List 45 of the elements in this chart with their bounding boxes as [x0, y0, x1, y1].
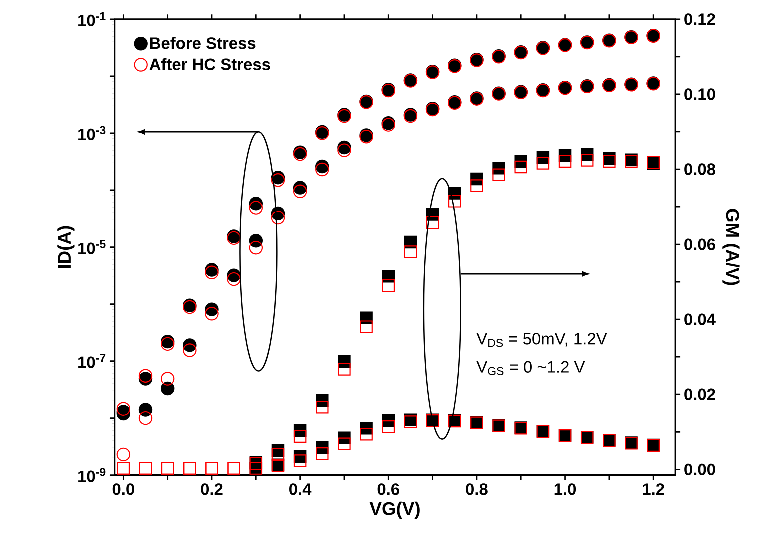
x-tick-label: 0.0: [112, 484, 134, 496]
point: [160, 382, 175, 396]
x-tick-label: 0.8: [466, 484, 488, 496]
y-tick-label: 10$^{-5}$: [78, 240, 106, 254]
y2-tick-label: 0.08: [684, 164, 716, 176]
y2-tick-label: 0.06: [684, 238, 716, 250]
point: [249, 241, 264, 255]
y2-axis-title: GM (A/V): [722, 209, 740, 286]
point: [271, 173, 286, 188]
legend-label: After HC Stress: [150, 58, 270, 70]
x-tick-label: 1.0: [554, 484, 576, 496]
y2-tick-label: 0.04: [684, 314, 716, 326]
x-tick-label: 0.4: [290, 484, 312, 496]
y-tick-label: 10$^{-3}$: [78, 126, 106, 141]
x-tick-label: 0.2: [201, 484, 223, 496]
point: [338, 144, 352, 158]
y-tick-label: 10$^{-1}$: [78, 12, 106, 27]
point: [205, 266, 219, 280]
legend-label: Before Stress: [150, 37, 256, 50]
point: [205, 307, 219, 321]
annotation: V$_{DS}$ = 50mV, 1.2V: [476, 333, 608, 348]
point: [183, 344, 197, 358]
y2-tick-label: 0.02: [684, 388, 716, 400]
point: [138, 403, 153, 417]
point: [160, 337, 175, 352]
point: [116, 448, 131, 462]
y2-tick-label: 0.10: [684, 88, 716, 100]
point: [160, 372, 175, 386]
point: [138, 411, 153, 426]
y-axis-title: ID(A): [58, 226, 75, 268]
point: [271, 210, 286, 225]
x-axis-title: VG(V): [370, 502, 420, 520]
point: [138, 369, 153, 383]
x-tick-label: 1.2: [643, 484, 664, 496]
point: [316, 162, 330, 177]
annotation: V$_{GS}$ = 0 ~1.2 V: [476, 361, 586, 376]
x-tick-label: 0.6: [378, 484, 400, 496]
y2-tick-label: 0.12: [684, 14, 716, 26]
y-tick-label: 10$^{-7}$: [78, 354, 106, 368]
point: [227, 272, 241, 286]
point: [116, 402, 131, 416]
y2-tick-label: 0.00: [684, 464, 716, 476]
y-tick-label: 10$^{-9}$: [78, 468, 106, 482]
point: [293, 184, 308, 198]
point: [249, 201, 264, 215]
